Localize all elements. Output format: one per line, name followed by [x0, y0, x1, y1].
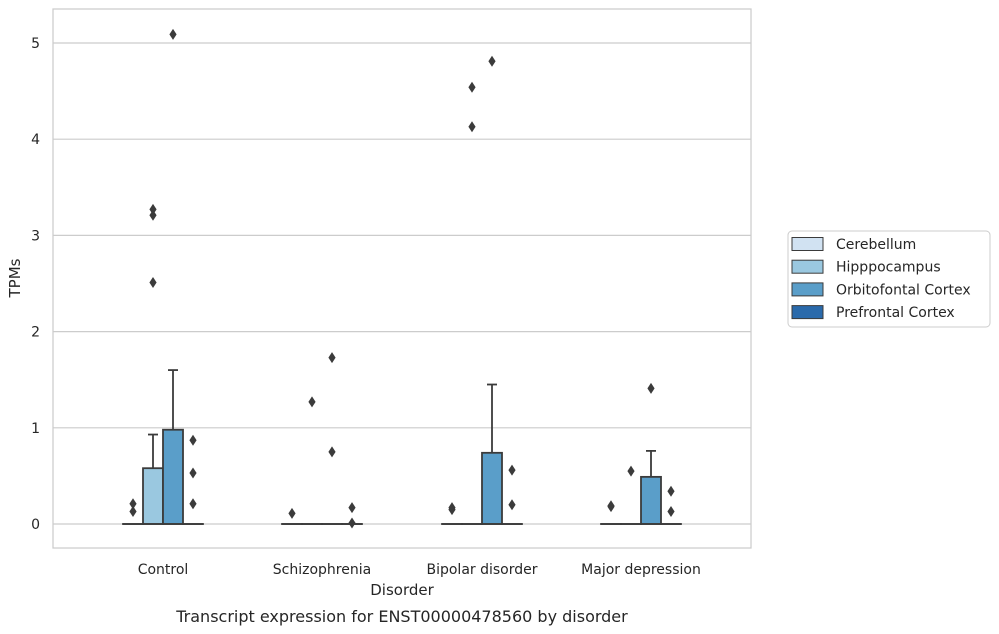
legend-swatch [791, 237, 824, 251]
y-tick-label: 1 [31, 421, 40, 437]
legend-swatch [791, 259, 824, 274]
legend-label: Prefrontal Cortex [836, 305, 955, 321]
y-tick-label: 3 [31, 228, 40, 244]
outlier-point [149, 277, 157, 289]
x-tick-labels: Control Schizophrenia Bipolar disorder Majo… [138, 562, 701, 578]
plot-frame [52, 8, 752, 549]
y-tick-labels: 0 1 2 3 4 5 [31, 36, 40, 533]
box [142, 467, 164, 525]
outlier-point [149, 209, 157, 221]
outlier-point [129, 498, 137, 510]
outlier-point [488, 55, 496, 67]
outlier-point [667, 485, 675, 497]
legend-label: Cerebellum [836, 237, 916, 253]
box [162, 428, 184, 525]
x-tick-label: Control [138, 562, 189, 578]
box-plot-series [122, 28, 682, 529]
outlier-point [328, 352, 336, 364]
outlier-point [448, 502, 456, 514]
outlier-point [508, 464, 516, 476]
y-axis-label: TPMs [6, 258, 24, 298]
outlier-point [647, 382, 655, 394]
legend-label: Orbitofontal Cortex [836, 282, 971, 298]
outlier-point [288, 507, 296, 519]
legend: Cerebellum Hipppocampus Orbitofontal Corte… [787, 230, 991, 328]
outlier-point [627, 465, 635, 477]
series-prefrontal-cortex [182, 434, 682, 529]
outlier-point [468, 81, 476, 93]
outlier-point [308, 396, 316, 408]
series-cerebellum [122, 498, 622, 525]
x-axis-label: Disorder [370, 581, 434, 599]
outlier-point [508, 499, 516, 511]
legend-swatch [791, 305, 824, 320]
outlier-point [607, 500, 615, 512]
series-orbitofontal-cortex [162, 28, 662, 525]
outlier-point [189, 434, 197, 446]
y-tick-label: 5 [31, 36, 40, 52]
x-tick-label: Schizophrenia [273, 562, 371, 578]
legend-swatch [791, 282, 824, 297]
y-tick-label: 2 [31, 325, 40, 341]
legend-label: Hipppocampus [836, 260, 941, 276]
outlier-point [328, 446, 336, 458]
outlier-point [149, 203, 157, 215]
outlier-point [129, 505, 137, 517]
y-tick-label: 4 [31, 132, 40, 148]
grid-lines [53, 42, 751, 525]
outlier-point [667, 505, 675, 517]
outlier-point [189, 467, 197, 479]
outlier-point [348, 502, 356, 514]
box [640, 475, 662, 525]
legend-frame [787, 230, 991, 328]
x-tick-label: Bipolar disorder [426, 562, 537, 578]
series-hipppocampus [142, 81, 642, 525]
outlier-point [348, 517, 356, 529]
y-tick-label: 0 [31, 517, 40, 533]
chart-caption: Transcript expression for ENST0000047856… [175, 607, 628, 626]
box [481, 451, 503, 525]
x-tick-label: Major depression [581, 562, 701, 578]
outlier-point [169, 28, 177, 40]
outlier-point [189, 498, 197, 510]
outlier-point [468, 121, 476, 133]
